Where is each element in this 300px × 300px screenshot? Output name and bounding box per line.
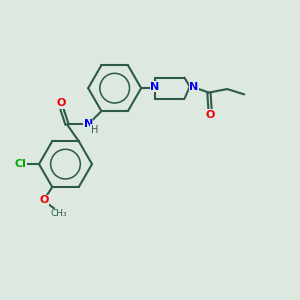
Text: CH₃: CH₃ <box>51 209 68 218</box>
Text: O: O <box>206 110 215 120</box>
Text: H: H <box>91 125 98 135</box>
Text: N: N <box>189 82 199 92</box>
Text: O: O <box>57 98 66 109</box>
Text: N: N <box>83 119 93 129</box>
Text: Cl: Cl <box>15 159 27 169</box>
Text: O: O <box>39 195 49 205</box>
Text: N: N <box>150 82 160 92</box>
